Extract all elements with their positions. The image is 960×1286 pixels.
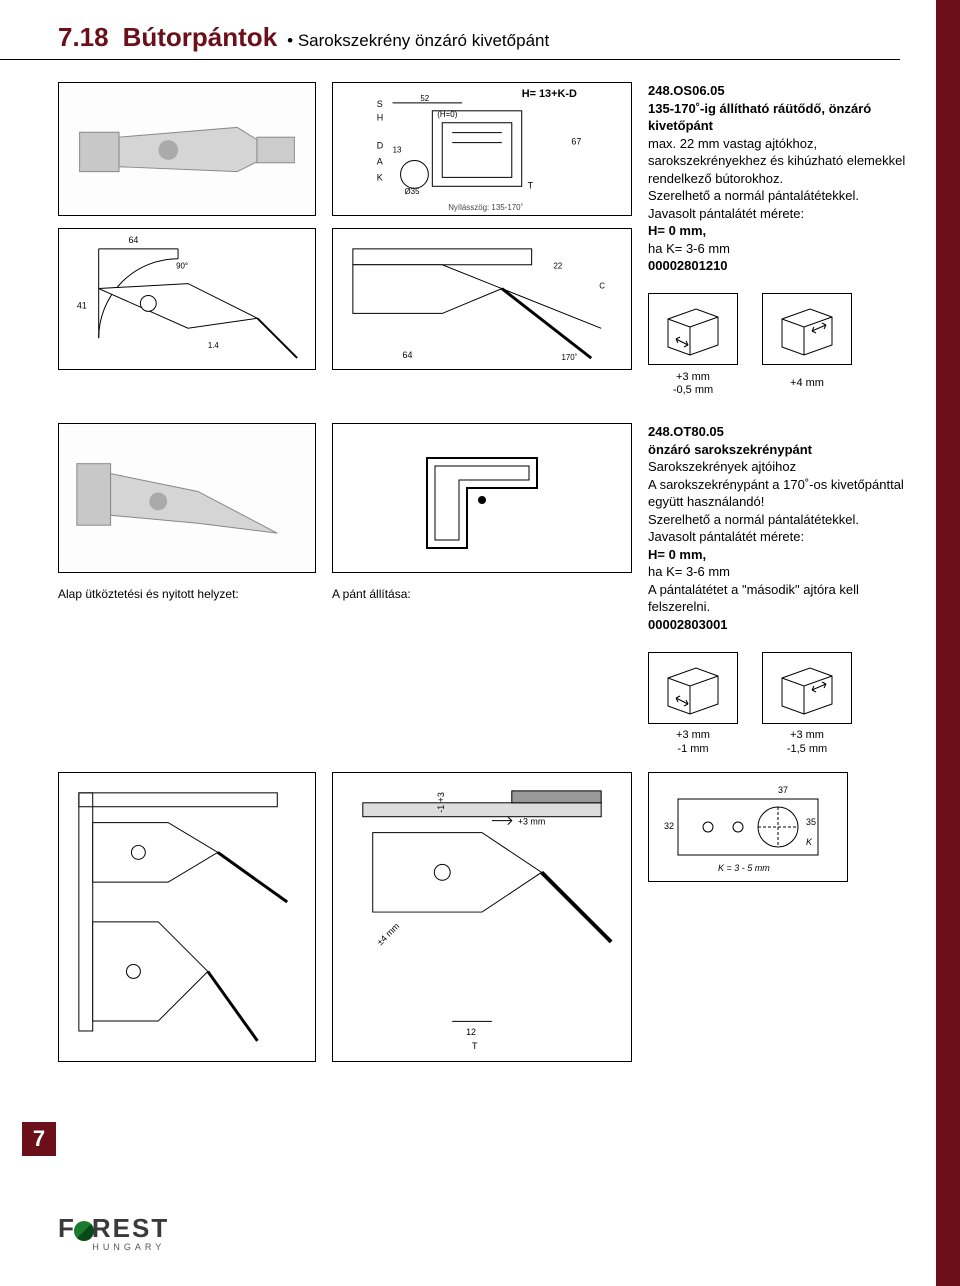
tech-diagram-icon: H= 13+K-D S52 H(H=0) D13 A K Ø35 67 T Ny…	[333, 83, 631, 216]
product2-rec-k: ha K= 3-6 mm	[648, 563, 920, 581]
svg-text:90°: 90°	[176, 262, 188, 271]
svg-text:64: 64	[403, 350, 413, 360]
logo-globe-icon	[74, 1221, 94, 1241]
adj1-right-label: +4 mm	[762, 369, 852, 399]
svg-text:A: A	[377, 156, 383, 166]
svg-text:±4 mm: ±4 mm	[375, 921, 401, 947]
drill-pattern-icon: 37 32 35 K K = 3 - 5 mm	[658, 779, 838, 875]
section-number: 7.18	[58, 22, 109, 53]
svg-text:D: D	[377, 141, 384, 151]
assembly-adjust: +3 mm -1 +3 ±4 mm 12 T	[332, 772, 632, 1062]
product2-code: 248.OT80.05	[648, 423, 920, 441]
adjust-diagram-icon: +3 mm -1 +3 ±4 mm 12 T	[333, 773, 631, 1061]
product2-sku: 00002803001	[648, 616, 920, 634]
product2-rec-label: Javasolt pántalátét mérete:	[648, 528, 920, 546]
product1-tech-bottom: 64 170˚ 22 C	[332, 228, 632, 370]
product1-dim-side: 64 90° 41 1.4	[58, 228, 316, 370]
product2-adjustments: +3 mm -1 mm +3 mm -1,5 mm	[648, 634, 920, 758]
adj-box-side	[762, 652, 852, 724]
cube-arrows-icon	[772, 301, 842, 357]
page-number: 7	[22, 1122, 56, 1156]
logo-sub: HUNGARY	[92, 1242, 165, 1252]
svg-text:K: K	[377, 172, 383, 182]
cube-arrows-icon	[658, 301, 728, 357]
product1-rec-k: ha K= 3-6 mm	[648, 240, 920, 258]
adj2-left-label: +3 mm -1 mm	[648, 728, 738, 758]
svg-text:1.4: 1.4	[208, 341, 220, 350]
cube-arrows-icon	[772, 660, 842, 716]
svg-text:35: 35	[806, 817, 816, 827]
svg-text:+3 mm: +3 mm	[518, 816, 546, 826]
svg-text:-1 +3: -1 +3	[436, 792, 446, 813]
drill-pattern: 37 32 35 K K = 3 - 5 mm	[648, 772, 848, 882]
product1-code: 248.OS06.05	[648, 82, 920, 100]
logo-text-post: REST	[92, 1213, 169, 1244]
svg-text:C: C	[599, 282, 605, 291]
product1-tech-top: H= 13+K-D S52 H(H=0) D13 A K Ø35 67 T Ny…	[332, 82, 632, 216]
product1-row: 64 90° 41 1.4 H= 13+K-D S52 H(H=0) D13 A…	[0, 60, 960, 399]
svg-text:H= 13+K-D: H= 13+K-D	[522, 88, 577, 100]
product2-headline: önzáró sarokszekrénypánt	[648, 441, 920, 459]
svg-text:64: 64	[128, 235, 138, 245]
svg-text:52: 52	[420, 94, 429, 103]
svg-text:37: 37	[778, 785, 788, 795]
product2-desc3: Szerelhető a normál pántalátétekkel.	[648, 511, 920, 529]
dimension-diagram-icon: 64 90° 41 1.4	[59, 229, 315, 370]
svg-text:170˚: 170˚	[561, 353, 577, 362]
product2-caption-right: A pánt állítása:	[332, 587, 632, 601]
svg-text:32: 32	[664, 821, 674, 831]
open-diagram-icon: 64 170˚ 22 C	[333, 229, 631, 370]
page-header: 7.18 Bútorpántok • Sarokszekrény önzáró …	[0, 0, 900, 60]
product1-sku: 00002801210	[648, 257, 920, 275]
svg-text:13: 13	[393, 146, 402, 155]
product2-desc4: A pántalátétet a "második" ajtóra kell f…	[648, 581, 920, 616]
product1-photo-top	[58, 82, 316, 216]
adj-box-depth	[648, 652, 738, 724]
svg-text:S: S	[377, 99, 383, 109]
svg-text:22: 22	[554, 262, 563, 271]
product2-row: Alap ütköztetési és nyitott helyzet: A p…	[0, 399, 960, 758]
product2-rec-h: H= 0 mm,	[648, 546, 920, 564]
hinge-photo-icon	[59, 424, 315, 573]
adj-box-side	[762, 293, 852, 365]
svg-text:H: H	[377, 113, 383, 123]
cube-arrows-icon	[658, 660, 728, 716]
assembly-row: +3 mm -1 +3 ±4 mm 12 T 37 32 35 K K = 3 …	[0, 758, 960, 1062]
svg-text:41: 41	[77, 300, 87, 310]
product1-rec-label: Javasolt pántalátét mérete:	[648, 205, 920, 223]
section-title: Bútorpántok	[123, 22, 278, 53]
product1-rec-h: H= 0 mm,	[648, 222, 920, 240]
svg-text:K = 3 - 5 mm: K = 3 - 5 mm	[718, 863, 770, 873]
product2-photo	[58, 423, 316, 573]
product2-desc1: Sarokszekrények ajtóihoz	[648, 458, 920, 476]
svg-text:K: K	[806, 837, 813, 847]
product1-adjustments: +3 mm -0,5 mm +4 mm	[648, 275, 920, 399]
svg-text:T: T	[528, 180, 534, 190]
adj2-right-label: +3 mm -1,5 mm	[762, 728, 852, 758]
assembly-diagram-icon	[59, 773, 315, 1061]
svg-text:Ø35: Ø35	[405, 187, 421, 196]
product1-headline: 135-170˚-ig állítható ráütődő, önzáró ki…	[648, 100, 920, 135]
section-subtitle: • Sarokszekrény önzáró kivetőpánt	[287, 31, 549, 51]
hinge-photo-icon	[59, 83, 315, 215]
product1-desc1: max. 22 mm vastag ajtókhoz, sarokszekrén…	[648, 135, 920, 188]
svg-text:T: T	[472, 1041, 478, 1051]
adj-box-depth	[648, 293, 738, 365]
svg-text:67: 67	[571, 137, 581, 147]
adj1-left-label: +3 mm -0,5 mm	[648, 369, 738, 399]
product1-desc2: Szerelhető a normál pántalátétekkel.	[648, 187, 920, 205]
product2-caption-left: Alap ütköztetési és nyitott helyzet:	[58, 587, 316, 601]
brand-logo: F REST HUNGARY	[58, 1213, 169, 1252]
product2-topview	[332, 423, 632, 573]
product2-desc2: A sarokszekrénypánt a 170˚-os kivetőpánt…	[648, 476, 920, 511]
product2-text: 248.OT80.05 önzáró sarokszekrénypánt Sar…	[648, 423, 920, 758]
corner-plan-icon	[407, 438, 557, 558]
svg-text:Nyílásszög: 135-170˚: Nyílásszög: 135-170˚	[448, 203, 523, 212]
sidebar-stripe	[936, 0, 960, 1286]
svg-text:12: 12	[466, 1027, 476, 1037]
product1-text: 248.OS06.05 135-170˚-ig állítható ráütőd…	[648, 82, 920, 399]
assembly-closed-open	[58, 772, 316, 1062]
